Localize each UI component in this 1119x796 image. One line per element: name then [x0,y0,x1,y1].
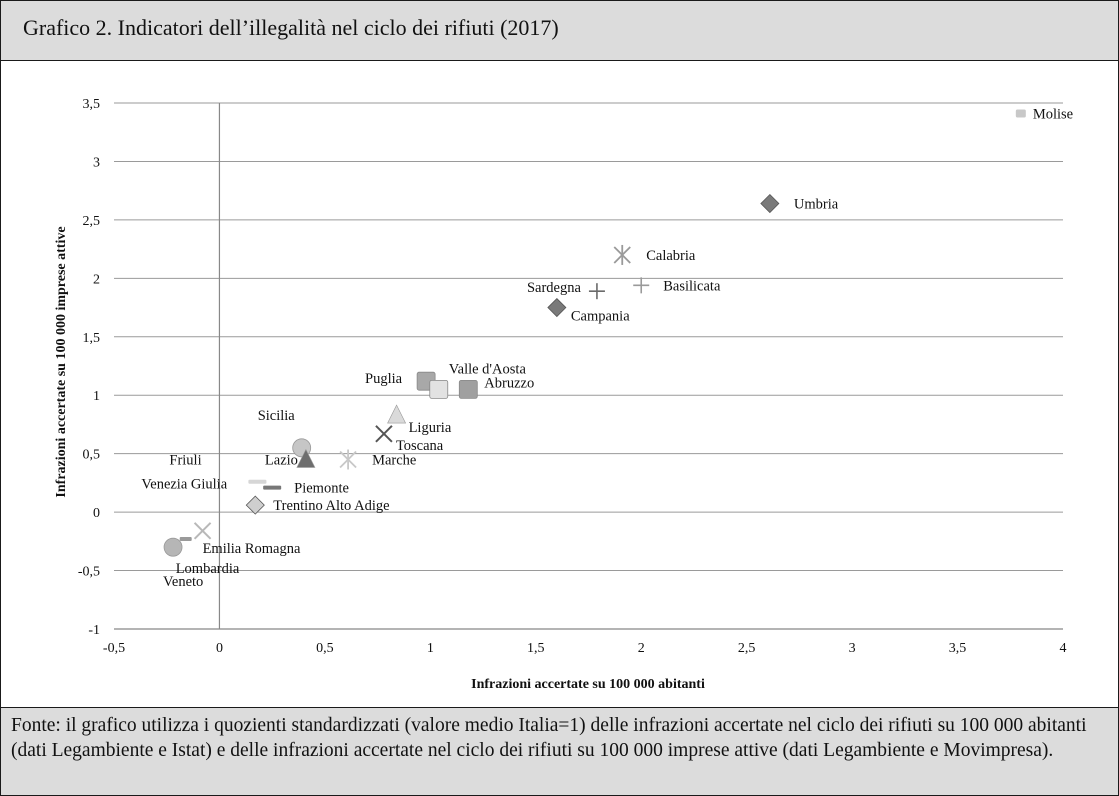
point-label: Lombardia [176,561,240,577]
point-label: Venezia Giulia [141,477,227,493]
x-tick-label: 4 [1060,641,1067,656]
point-label: Abruzzo [484,375,534,391]
y-tick-label: 1 [93,389,100,404]
source-note: Fonte: il grafico utilizza i quozienti s… [1,707,1118,795]
point-label: Sardegna [527,280,582,296]
data-point [458,379,478,399]
point-label: Campania [571,309,630,325]
data-point [588,283,605,300]
tick-labels: -1-0,500,511,522,533,5-0,5 0 0,5 1 1,5 2 2,5 3 3… [78,97,1067,656]
x-tick-label: 1,5 [527,641,545,656]
y-tick-label: 0 [93,506,100,521]
x-tick-label: 3 [849,641,856,656]
point-label: Marche [372,453,416,469]
x-tick-label: 1 [427,641,434,656]
y-tick-label: -0,5 [78,565,100,580]
x-tick-label: -0,5 [103,641,125,656]
point-label: Molise [1033,107,1073,123]
y-axis-label: Infrazioni accertate su 100 000 imprese … [54,226,69,497]
data-point [633,277,650,294]
y-tick-label: 0,5 [83,448,101,463]
x-axis-label: Infrazioni accertate su 100 000 abitanti [471,677,705,692]
data-point [1015,109,1026,118]
grid-lines [114,102,1063,630]
data-point [245,495,265,515]
x-tick-label: 2 [638,641,645,656]
point-labels: Molise Umbria Calabria Basilicata Sardegna Ca… [141,107,1073,591]
data-point [193,522,212,540]
x-tick-label: 2,5 [738,641,756,656]
point-label: Sicilia [258,408,296,424]
data-point [547,297,567,318]
figure-title: Grafico 2. Indicatori dell’illegalità ne… [1,1,1118,61]
x-tick-label: 0 [216,641,223,656]
point-label: Lazio [265,453,298,469]
axes [114,103,1063,630]
data-point [613,244,631,265]
y-tick-label: 2,5 [83,214,101,229]
y-tick-label: 3 [93,155,100,170]
data-point [296,448,316,468]
point-label: Liguria [409,420,452,436]
point-label: Toscana [396,438,444,454]
data-point [760,193,780,214]
y-tick-label: -1 [88,623,100,638]
point-label: Veneto [163,574,203,590]
data-point [163,537,183,557]
y-tick-label: 1,5 [83,331,101,346]
scatter-chart: -1-0,500,511,522,533,5-0,5 0 0,5 1 1,5 2 2,5 3 3… [54,97,1073,692]
point-label: Trentino Alto Adige [273,498,389,514]
data-point [339,449,357,470]
data-point [387,404,407,424]
point-label: Piemonte [294,481,349,497]
point-label: Friuli [169,453,201,469]
data-point [248,479,267,484]
data-point [263,485,282,490]
point-label: Umbria [794,197,839,213]
point-label: Valle d'Aosta [449,361,527,377]
data-point [429,379,449,399]
data-point [179,536,192,541]
point-label: Basilicata [663,278,721,294]
x-tick-label: 0,5 [316,641,334,656]
y-tick-label: 3,5 [83,97,101,112]
x-tick-label: 3,5 [949,641,967,656]
data-point [375,425,393,443]
point-label: Puglia [365,371,403,387]
y-tick-label: 2 [93,272,100,287]
data-points [163,109,1026,557]
point-label: Emilia Romagna [203,541,301,557]
point-label: Calabria [646,248,696,264]
